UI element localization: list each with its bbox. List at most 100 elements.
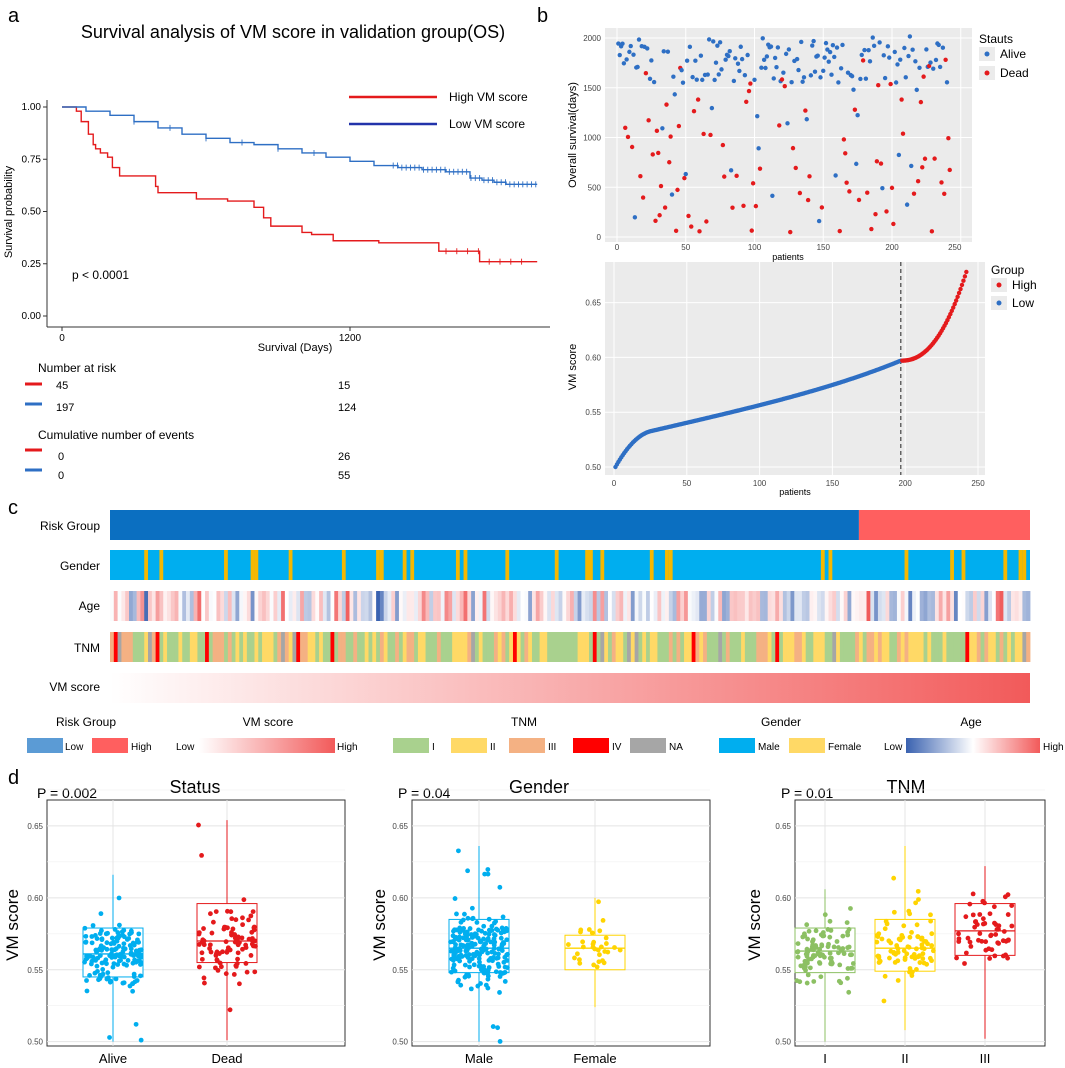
boxplot-point: [202, 980, 207, 986]
heatmap-tnm-cell: [254, 632, 259, 662]
heatmap-tnm-cell: [725, 632, 731, 662]
heatmap-gender-female-cell: [455, 550, 460, 580]
os-point: [730, 205, 735, 210]
os-point: [829, 72, 834, 77]
heatmap-tnm-cell: [493, 632, 499, 662]
boxplot-point: [248, 953, 254, 958]
heatmap-tnm-cell: [132, 632, 138, 662]
heatmap-tnm-cell: [999, 632, 1004, 662]
boxplot-point: [976, 937, 981, 943]
heatmap-tnm-cell: [117, 632, 122, 662]
boxplot-point: [477, 939, 483, 945]
boxplot-point: [482, 930, 488, 936]
os-point: [803, 108, 808, 113]
boxplot-y-tick-label: 0.50: [775, 1038, 791, 1047]
boxplot-point: [597, 952, 602, 958]
os-point: [651, 79, 657, 85]
boxplot-point: [967, 901, 973, 907]
os-point: [759, 65, 764, 70]
os-point: [656, 150, 661, 156]
heatmap-tnm-cell: [197, 632, 202, 662]
heatmap-tnm-cell: [227, 632, 233, 662]
heatmap-age-cell: [984, 591, 989, 621]
vm-point: [961, 278, 966, 283]
boxplot-point: [911, 951, 917, 957]
boxplot-point: [201, 975, 207, 981]
os-point: [726, 53, 731, 59]
heatmap-tnm-cell: [581, 632, 586, 662]
os-point: [933, 57, 939, 63]
heatmap-tnm-cell: [220, 632, 225, 662]
heatmap-age-cell: [976, 591, 981, 621]
heatmap-age-cell: [813, 591, 818, 621]
heatmap-age-cell: [676, 591, 681, 621]
os-point: [653, 218, 658, 224]
heatmap-tnm-cell: [630, 632, 636, 662]
boxplot-point: [882, 973, 888, 979]
legend-risk-high-label: High: [131, 742, 152, 753]
heatmap-tnm-cell: [847, 632, 852, 662]
boxplot-point: [929, 943, 935, 948]
heatmap-tnm-cell: [376, 632, 381, 662]
boxplot-point: [577, 957, 582, 963]
vm-x-tick-label: 50: [682, 479, 691, 488]
os-point: [672, 92, 677, 97]
boxplot-point: [453, 934, 459, 940]
heatmap-tnm-cell: [623, 632, 628, 662]
boxplot-point: [127, 983, 133, 989]
boxplot-y-tick-label: 0.65: [392, 822, 408, 831]
events-high-v1: 26: [338, 451, 350, 463]
heatmap-age-cell: [220, 591, 225, 621]
boxplot-point: [465, 868, 471, 874]
heatmap-age-cell: [512, 591, 518, 621]
boxplot-point: [100, 967, 106, 972]
heatmap-tnm-cell: [687, 632, 693, 662]
boxplot-point: [827, 934, 833, 940]
km-curve-high: [62, 106, 538, 263]
heatmap-tnm-cell: [262, 632, 267, 662]
heatmap-age-cell: [288, 591, 293, 621]
boxplot-status-y-label: VM score: [3, 889, 22, 961]
heatmap-tnm-cell: [440, 632, 445, 662]
boxplot-point: [596, 899, 601, 905]
boxplot-point: [929, 931, 935, 937]
heatmap-age-cell: [961, 591, 966, 621]
os-point: [756, 146, 761, 151]
heatmap-tnm-cell: [665, 632, 670, 662]
heatmap-gender-female-cell: [376, 550, 380, 580]
boxplot-point: [490, 1024, 496, 1029]
os-point: [701, 131, 706, 137]
heatmap-tnm-cell: [448, 632, 453, 662]
os-point: [720, 142, 726, 148]
heatmap-age-cell: [786, 591, 791, 621]
heatmap-tnm-cell: [817, 632, 822, 662]
legend-age-gradient: [906, 738, 1040, 753]
boxplot-point: [482, 871, 488, 877]
heatmap-gender-female-cell: [600, 550, 605, 580]
boxplot-point: [489, 949, 495, 955]
heatmap-age-cell: [368, 591, 373, 621]
boxplot-point: [925, 941, 930, 947]
boxplot-point: [244, 969, 250, 975]
heatmap-tnm-cell: [589, 632, 594, 662]
boxplot-point: [485, 985, 491, 991]
boxplot-point: [572, 955, 577, 961]
legend-gender-title: Gender: [761, 715, 801, 729]
heatmap-age-cell: [1018, 591, 1023, 621]
heatmap-tnm-cell: [710, 632, 715, 662]
boxplot-point: [802, 931, 807, 937]
heatmap-tnm-cell: [653, 632, 658, 662]
heatmap-age-cell: [322, 591, 328, 621]
boxplot-point: [130, 988, 136, 994]
heatmap-age-cell: [699, 591, 704, 621]
legend-tnm-iv-label: IV: [612, 742, 622, 753]
boxplot-point: [819, 942, 825, 948]
heatmap-risk-low-block: [110, 510, 859, 540]
os-point: [931, 66, 936, 71]
heatmap-age-cell: [877, 591, 883, 621]
os-point: [719, 67, 724, 72]
heatmap-age-cell: [710, 591, 715, 621]
heatmap-tnm-cell: [695, 632, 700, 662]
os-point: [733, 56, 738, 61]
heatmap-age-cell: [794, 591, 799, 621]
